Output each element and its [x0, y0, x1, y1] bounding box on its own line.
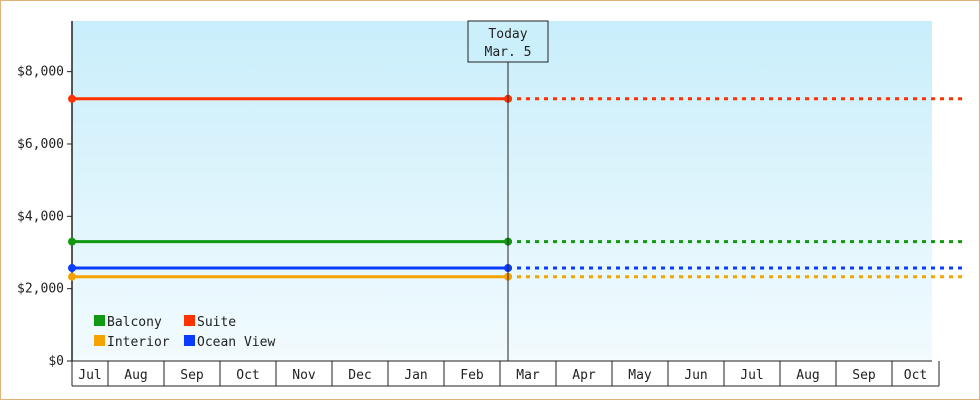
x-tick-label: Aug: [124, 368, 147, 383]
y-tick-label: $6,000: [17, 137, 64, 152]
x-tick-label: Jun: [684, 368, 707, 383]
y-tick-label: $8,000: [17, 65, 64, 80]
legend-swatch-2: [94, 335, 105, 346]
series-point-start-2: [68, 272, 76, 281]
y-tick-label: $2,000: [17, 282, 64, 297]
x-tick-label: Jul: [78, 368, 101, 383]
legend-label-0: Balcony: [107, 315, 162, 330]
x-tick-label: Dec: [348, 368, 371, 383]
today-label: Today: [488, 27, 527, 42]
x-tick-label: Apr: [572, 368, 596, 383]
y-tick-label: $4,000: [17, 209, 64, 224]
x-tick-label: Sep: [852, 368, 876, 383]
series-point-start-1: [68, 94, 76, 103]
x-tick-label: May: [628, 368, 652, 383]
x-tick-label: Feb: [460, 368, 484, 383]
x-tick-label: Aug: [796, 368, 819, 383]
plot-area: [72, 21, 932, 361]
x-tick-label: Oct: [904, 368, 927, 383]
legend-swatch-0: [94, 315, 105, 326]
x-tick-label: Mar: [516, 368, 540, 383]
legend-label-1: Suite: [197, 315, 236, 330]
series-point-start-3: [68, 264, 76, 273]
legend-swatch-1: [184, 315, 195, 326]
x-tick-label: Nov: [292, 368, 316, 383]
legend-label-3: Ocean View: [197, 335, 275, 350]
legend-swatch-3: [184, 335, 195, 346]
today-date: Mar. 5: [485, 45, 532, 60]
legend-label-2: Interior: [107, 335, 170, 350]
y-tick-label: $0: [48, 354, 64, 369]
x-tick-label: Jul: [740, 368, 763, 383]
series-point-start-0: [68, 237, 76, 246]
x-tick-label: Sep: [180, 368, 204, 383]
today-box: [467, 20, 549, 63]
x-tick-label: Jan: [404, 368, 427, 383]
x-tick-label: Oct: [236, 368, 259, 383]
